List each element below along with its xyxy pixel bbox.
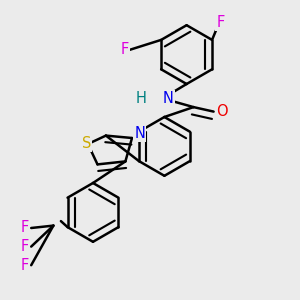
Text: O: O xyxy=(217,103,228,118)
Text: F: F xyxy=(20,239,29,254)
Text: F: F xyxy=(20,258,29,273)
Text: F: F xyxy=(216,15,225,30)
Text: N: N xyxy=(134,126,145,141)
Text: F: F xyxy=(120,42,129,57)
Text: N: N xyxy=(163,91,173,106)
Text: F: F xyxy=(20,220,29,236)
Text: S: S xyxy=(82,136,91,151)
Text: H: H xyxy=(136,91,146,106)
